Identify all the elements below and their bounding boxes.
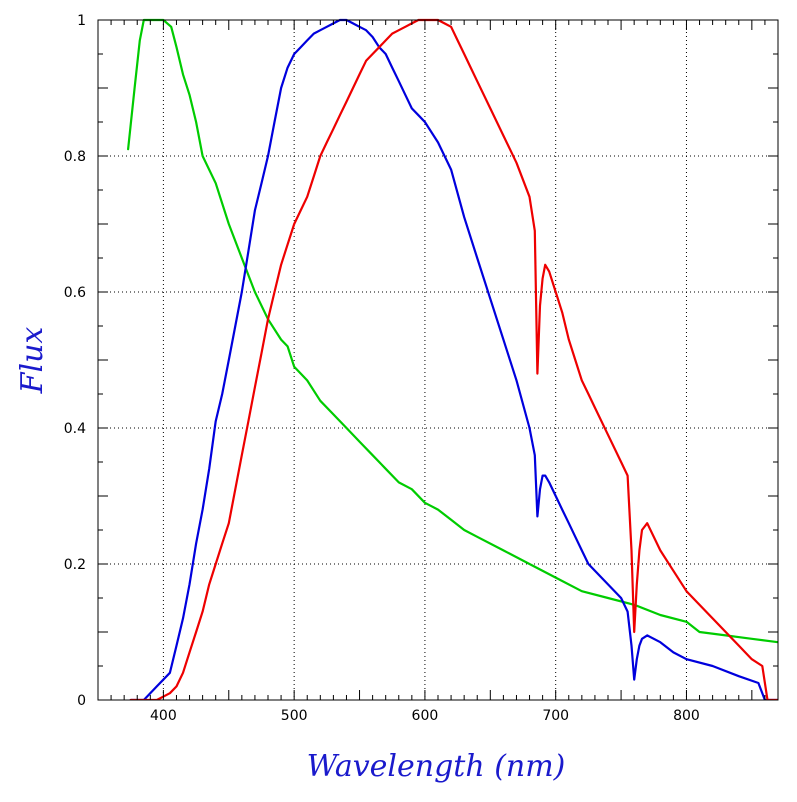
x-axis-title: Wavelength (nm) (307, 749, 566, 784)
series-line-1 (127, 18, 778, 644)
y-axis-title: Flux (15, 327, 50, 395)
series-layer (127, 18, 778, 700)
y-tick-label: 0.2 (64, 557, 86, 573)
y-tick-label: 0.4 (64, 421, 86, 437)
x-tick-label: 700 (542, 708, 569, 724)
series-line-2 (129, 18, 778, 700)
plot-frame (97, 19, 779, 701)
y-tick-label: 0.8 (64, 149, 86, 165)
y-tick-label: 1 (77, 13, 86, 29)
x-tick-label: 500 (281, 708, 308, 724)
y-tick-label: 0.6 (64, 285, 86, 301)
x-tick-label: 600 (412, 708, 439, 724)
grid-layer (98, 20, 778, 700)
x-tick-label: 400 (150, 708, 177, 724)
y-tick-label: 0 (77, 693, 86, 709)
x-tick-label: 800 (673, 708, 700, 724)
ticks-layer: 400 500 600 700 800 0 0.2 0.4 0.6 0.8 1 (64, 13, 779, 724)
